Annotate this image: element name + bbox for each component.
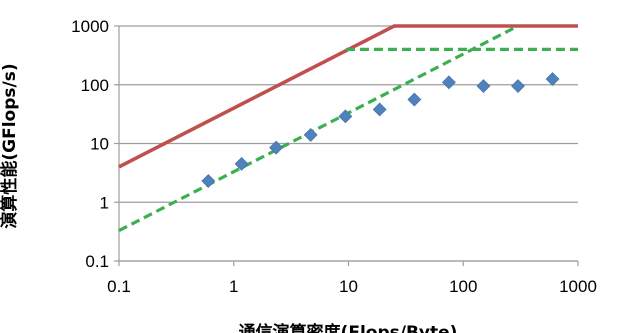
series-line-2 bbox=[118, 24, 519, 232]
x-tick-label-0: 0.1 bbox=[107, 277, 131, 296]
y-tick-label-0: 0.1 bbox=[85, 252, 109, 271]
data-point-1 bbox=[234, 156, 249, 171]
data-point-5 bbox=[372, 102, 387, 117]
series-group bbox=[118, 24, 578, 232]
x-tick-label-1: 1 bbox=[229, 277, 238, 296]
x-axis-title: 通信演算密度(Flops/Byte) bbox=[239, 322, 458, 333]
data-point-3 bbox=[303, 127, 318, 142]
y-axis-title: 演算性能(GFlops/s) bbox=[0, 63, 20, 228]
data-point-6 bbox=[407, 92, 422, 107]
data-point-9 bbox=[511, 79, 525, 93]
data-point-10 bbox=[545, 72, 560, 86]
tick-labels: 0.1 1 10 100 1000 0.1 1 10 100 1000 bbox=[71, 17, 597, 296]
data-point-4 bbox=[338, 109, 353, 124]
grid-group bbox=[114, 25, 579, 266]
y-tick-label-3: 100 bbox=[81, 76, 109, 95]
markers-group bbox=[201, 72, 560, 188]
data-point-2 bbox=[269, 140, 284, 155]
y-tick-label-4: 1000 bbox=[71, 17, 109, 36]
x-tick-label-3: 100 bbox=[449, 277, 477, 296]
x-tick-label-2: 10 bbox=[339, 277, 358, 296]
y-tick-label-1: 1 bbox=[100, 193, 109, 212]
data-point-8 bbox=[476, 79, 491, 93]
y-tick-label-2: 10 bbox=[90, 135, 109, 154]
data-point-0 bbox=[201, 174, 216, 188]
series-line-0 bbox=[118, 24, 578, 169]
data-point-7 bbox=[441, 75, 456, 90]
x-tick-label-4: 1000 bbox=[559, 277, 597, 296]
